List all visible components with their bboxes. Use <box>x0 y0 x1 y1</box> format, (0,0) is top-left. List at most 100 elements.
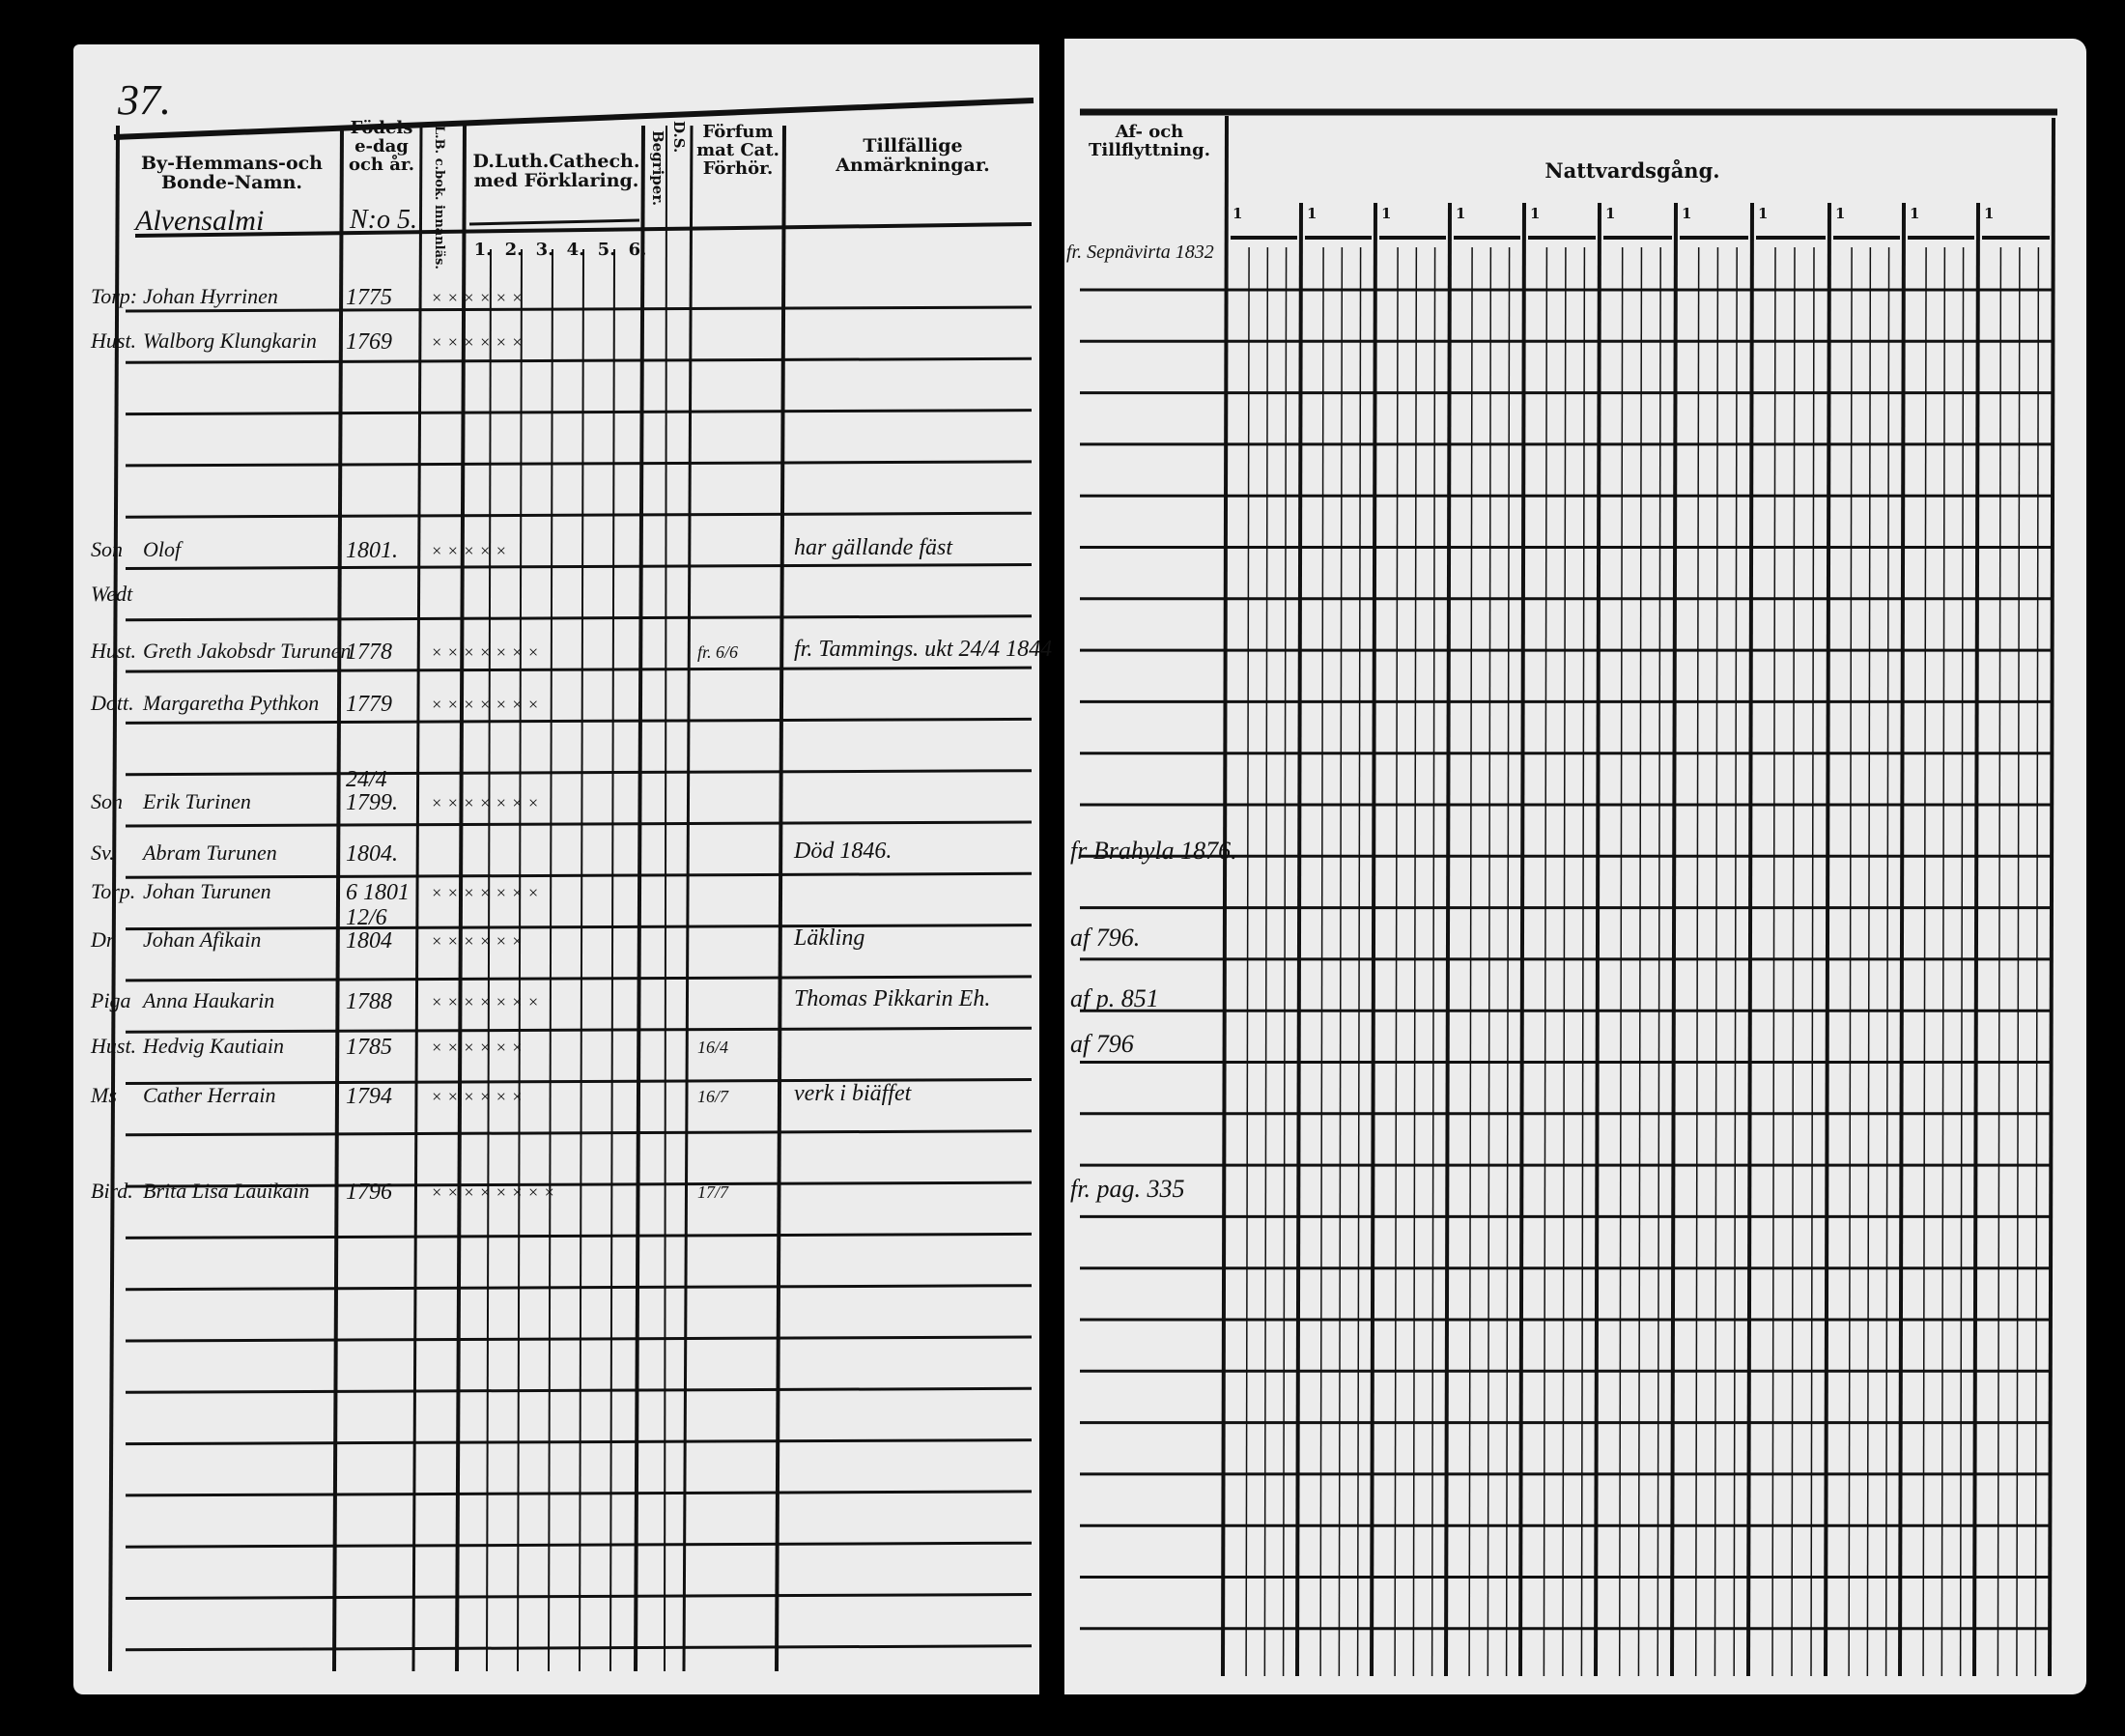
entry-move: fr. pag. 335 <box>1070 1175 1185 1203</box>
entry-name: Cather Herrain <box>143 1083 276 1107</box>
row-rule <box>125 1284 1033 1292</box>
entry-birth: 1778 <box>346 640 392 665</box>
entry-prefix: Hust. <box>91 1034 137 1058</box>
communion-subcolumn-divider <box>1714 246 1719 1677</box>
entry-birth: 1769 <box>346 329 392 355</box>
communion-subcolumn-divider <box>1922 246 1927 1677</box>
entry-birth: 1788 <box>346 989 392 1014</box>
entry-move: af 796 <box>1070 1030 1134 1058</box>
column-divider <box>664 125 667 1672</box>
entry-name: Abram Turunen <box>143 840 277 865</box>
catechism-marks: × × × × × × × <box>431 793 540 812</box>
entry-prefix: Torp: <box>91 284 138 308</box>
communion-block-divider <box>1670 202 1678 1677</box>
communion-block-divider <box>1518 202 1526 1677</box>
communion-subcolumn-divider <box>1694 246 1700 1677</box>
catechism-subcolumn-divider <box>579 248 584 1672</box>
column-divider <box>332 125 344 1672</box>
catechism-marks: × × × × × × <box>431 288 524 307</box>
communion-block-divider <box>1746 202 1754 1677</box>
header-forfummat: Förfummat Cat. Förhör. <box>696 122 779 179</box>
row-rule <box>125 1541 1033 1549</box>
catechism-column-number: 6. <box>628 240 647 260</box>
entry-remark: har gällande fäst <box>794 535 953 560</box>
column-divider <box>634 125 645 1672</box>
communion-subcolumn-divider <box>1282 246 1288 1677</box>
entry-name: Johan Turunen <box>143 879 271 903</box>
entry-birth: 1804. <box>346 841 398 867</box>
catechism-subcolumn-divider <box>517 248 523 1672</box>
right-page <box>1064 39 2086 1694</box>
forfummat-note: 16/7 <box>697 1087 729 1106</box>
communion-mark: 1 <box>1682 205 1692 222</box>
communion-subcolumn-divider <box>1487 246 1492 1677</box>
entry-prefix: Piga <box>91 988 131 1012</box>
column-divider <box>108 125 120 1672</box>
header-lb: L.B. c.bok. innanläs. <box>432 126 446 270</box>
communion-subcolumn-divider <box>1394 246 1399 1677</box>
communion-subcolumn-divider <box>1884 246 1890 1677</box>
entry-name: Hedvig Kautiain <box>143 1034 285 1058</box>
page-number: 37. <box>118 76 171 124</box>
catechism-marks: × × × × × × <box>431 1038 524 1057</box>
communion-block-divider <box>1295 202 1303 1677</box>
catechism-column-number: 2. <box>504 240 524 260</box>
entry-birth: 6 1801 <box>346 880 410 905</box>
row-rule <box>125 1181 1033 1188</box>
entry-prefix: Sv. <box>91 840 115 865</box>
entry-remark: Thomas Pikkarin Eh. <box>794 986 991 1011</box>
communion-mark: 1 <box>1910 205 1920 222</box>
entry-prefix: Wedt <box>91 582 133 606</box>
entry-name: Johan Afikain <box>143 927 262 952</box>
entry-move: fr Brahyla 1876. <box>1070 837 1237 865</box>
header-communion: Nattvardsgång. <box>1544 158 1720 183</box>
catechism-marks: × × × × × × × × <box>431 1182 555 1202</box>
catechism-marks: × × × × × × <box>431 332 524 352</box>
communion-subcolumn-divider <box>1338 246 1344 1677</box>
row-rule <box>125 356 1033 364</box>
column-divider <box>775 125 786 1672</box>
row-rule <box>125 1335 1033 1343</box>
communion-subcolumn-divider <box>1356 246 1362 1677</box>
row-rule <box>125 1644 1033 1652</box>
row-rule <box>125 1129 1033 1137</box>
entry-name: Brita Lisa Lauikain <box>143 1179 310 1203</box>
entry-name: Margaretha Pythkon <box>143 691 320 715</box>
entry-remark: verk i biäffet <box>794 1081 912 1106</box>
entry-birth: 1785 <box>346 1035 392 1060</box>
communion-subcolumn-divider <box>1637 246 1643 1677</box>
entry-birth: 1794 <box>346 1084 392 1109</box>
communion-subcolumn-divider <box>1618 246 1624 1677</box>
entry-remark: Läkling <box>794 925 865 951</box>
forfummat-note: fr. 6/6 <box>697 642 739 662</box>
header-ds: D.S. <box>670 121 688 154</box>
row-rule <box>125 1386 1033 1394</box>
communion-subcolumn-divider <box>1580 246 1586 1677</box>
communion-subcolumn-divider <box>1319 246 1324 1677</box>
communion-block-divider <box>1824 202 1831 1677</box>
communion-subcolumn-divider <box>1848 246 1853 1677</box>
top-move-note: fr. Sepnävirta 1832 <box>1066 242 1214 263</box>
communion-mark: 1 <box>1835 205 1846 222</box>
row-rule <box>125 305 1033 313</box>
entry-name: Johan Hyrrinen <box>143 284 278 308</box>
communion-subcolumn-divider <box>2016 246 2021 1677</box>
row-rule <box>125 563 1033 570</box>
header-catechism: D.Luth.Cathech. med Förklaring. <box>472 151 640 191</box>
communion-block-divider <box>1594 202 1601 1677</box>
row-rule <box>125 409 1033 416</box>
communion-subcolumn-divider <box>1543 246 1548 1677</box>
catechism-subcolumn-divider <box>548 248 553 1672</box>
entry-move: af 796. <box>1070 924 1141 952</box>
communion-subcolumn-divider <box>1412 246 1418 1677</box>
entry-prefix: Bird. <box>91 1179 133 1203</box>
communion-subcolumn-divider <box>2034 246 2040 1677</box>
communion-subcolumn-divider <box>1245 246 1250 1677</box>
communion-subcolumn-divider <box>1866 246 1872 1677</box>
row-rule <box>125 871 1033 879</box>
communion-mark: 1 <box>1381 205 1392 222</box>
communion-mark: 1 <box>1307 205 1318 222</box>
row-rule <box>125 1026 1033 1034</box>
entry-remark: Död 1846. <box>794 839 892 864</box>
